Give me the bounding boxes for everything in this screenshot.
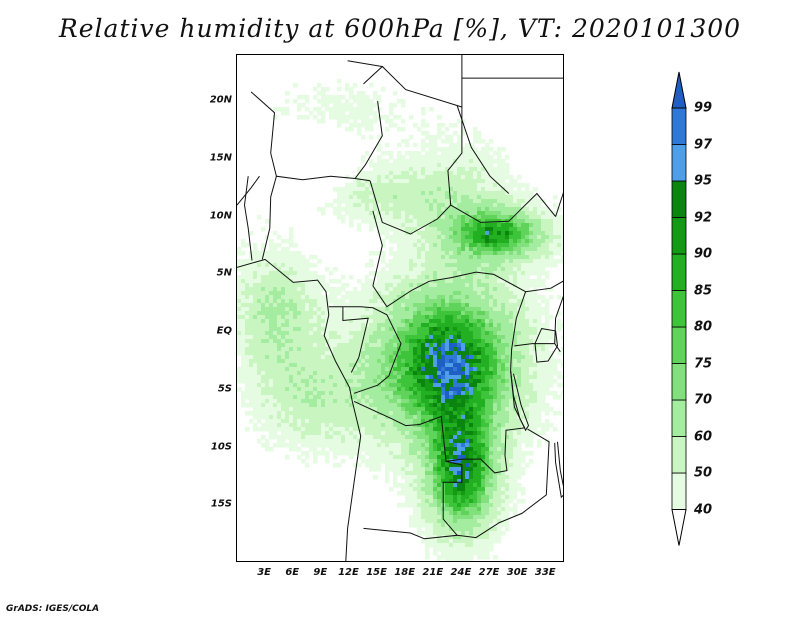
lon-tick-label: 33E	[534, 567, 556, 578]
lon-tick-label: 15E	[366, 567, 387, 578]
colorbar-level-label: 95	[694, 173, 713, 189]
colorbar-segment	[671, 107, 687, 145]
colorbar-segment	[671, 472, 687, 510]
humidity-map	[237, 55, 563, 561]
colorbar-level-label: 80	[694, 319, 713, 335]
colorbar-level-label: 92	[694, 210, 713, 225]
lat-tick-label: 5S	[217, 383, 232, 395]
border-line	[328, 306, 402, 394]
border-line	[514, 343, 561, 352]
border-line	[372, 210, 383, 287]
colorbar-segment	[671, 326, 687, 364]
border-line	[456, 105, 510, 194]
colorbar-segment	[671, 253, 687, 291]
border-line	[372, 271, 526, 308]
map-panel	[236, 54, 564, 562]
border-line	[381, 66, 463, 108]
lat-tick-label: 5N	[216, 267, 232, 279]
colorbar-level-label: 75	[694, 356, 713, 371]
border-line	[363, 460, 463, 540]
border-line	[525, 280, 563, 293]
lat-tick-label: 15S	[210, 498, 232, 510]
colorbar-level-label: 60	[694, 429, 713, 444]
border-line	[354, 101, 383, 179]
colorbar-level-label: 85	[694, 283, 713, 298]
humidity-fill-layer	[237, 79, 563, 561]
lon-tick-label: 3E	[257, 567, 272, 578]
colorbar-segment	[671, 399, 687, 437]
colorbar-level-label: 99	[694, 100, 713, 116]
lon-tick-label: 18E	[394, 567, 416, 578]
border-line	[237, 175, 260, 206]
border-line	[353, 291, 527, 474]
border-line	[555, 192, 563, 217]
lat-tick-label: 10N	[209, 210, 232, 222]
border-line	[457, 428, 550, 539]
border-line	[534, 328, 559, 363]
lon-tick-label: 30E	[506, 567, 528, 578]
border-line	[554, 441, 563, 499]
footer-credit: GrADS: IGES/COLA	[6, 604, 100, 614]
colorbar-level-label: 97	[694, 137, 713, 152]
lat-tick-label: 10S	[210, 441, 232, 453]
lon-tick-label: 24E	[450, 567, 472, 578]
lon-tick-label: 27E	[478, 567, 500, 578]
colorbar-segment	[671, 363, 687, 401]
colorbar-level-label: 40	[694, 502, 713, 517]
colorbar-min-triangle	[671, 509, 687, 546]
border-line	[342, 306, 369, 373]
lon-tick-label: 21E	[422, 567, 444, 578]
colorbar	[671, 71, 687, 546]
colorbar-segment	[671, 290, 687, 328]
colorbar-segment	[671, 144, 687, 182]
lat-tick-label: 15N	[209, 152, 232, 164]
lat-tick-label: 20N	[209, 94, 232, 106]
border-line	[237, 258, 362, 561]
country-borders	[237, 55, 563, 561]
lon-tick-label: 9E	[313, 567, 328, 578]
colorbar-level-label: 90	[694, 246, 713, 262]
colorbar-segment	[671, 436, 687, 474]
lon-tick-label: 6E	[285, 567, 300, 578]
border-line	[554, 295, 563, 344]
lat-tick-label: EQ	[216, 325, 232, 337]
colorbar-max-triangle	[671, 71, 687, 109]
border-line	[243, 176, 253, 261]
colorbar-segment	[671, 217, 687, 255]
colorbar-segment	[671, 180, 687, 218]
lon-tick-label: 12E	[338, 567, 359, 578]
chart-title: Relative humidity at 600hPa [%], VT: 202…	[58, 14, 742, 43]
border-line	[250, 91, 277, 177]
border-line	[347, 60, 384, 85]
border-line	[450, 192, 556, 223]
border-line	[510, 371, 530, 432]
colorbar-level-label: 70	[694, 392, 713, 408]
colorbar-level-label: 50	[694, 465, 713, 481]
border-line	[261, 175, 371, 260]
